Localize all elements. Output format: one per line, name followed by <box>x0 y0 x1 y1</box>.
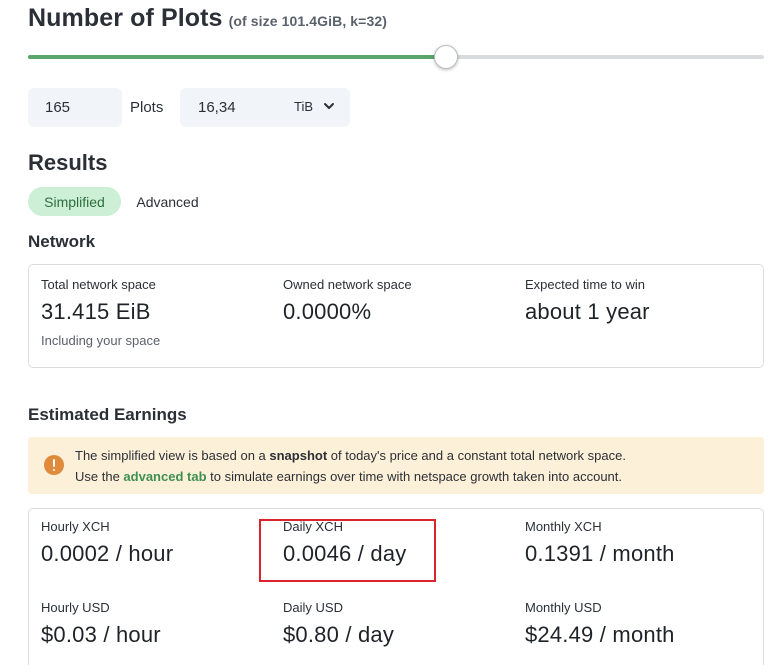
stat-value: 31.415 EiB <box>41 299 151 324</box>
banner-text: The simplified view is based on a <box>75 448 270 463</box>
network-card: Total network space 31.415 EiB Including… <box>28 264 764 368</box>
stat-value: about 1 year <box>525 299 650 324</box>
slider-thumb[interactable] <box>434 45 459 69</box>
info-banner: The simplified view is based on a snapsh… <box>28 437 764 494</box>
stat-label: Total network space <box>41 277 156 292</box>
stat-daily-usd: Daily USD $0.80 / day <box>283 600 394 648</box>
page-title: Number of Plots (of size 101.4GiB, k=32) <box>28 4 387 33</box>
plots-count-value: 165 <box>45 99 71 116</box>
stat-label: Daily USD <box>283 600 343 615</box>
stat-value: $0.80 / day <box>283 622 395 647</box>
plots-label: Plots <box>130 99 164 116</box>
network-heading: Network <box>28 232 96 251</box>
banner-line-1: The simplified view is based on a snapsh… <box>75 448 626 463</box>
advanced-tab-link[interactable]: advanced tab <box>123 469 207 484</box>
stat-hourly-usd: Hourly USD $0.03 / hour <box>41 600 161 648</box>
tab-advanced[interactable]: Advanced <box>136 193 199 210</box>
stat-value: $24.49 / month <box>525 622 675 647</box>
plot-size-input[interactable]: 16,34 TiB <box>180 88 350 127</box>
slider-fill <box>28 55 447 59</box>
stat-value: 0.0046 / day <box>283 541 407 566</box>
stat-label: Daily XCH <box>283 519 343 534</box>
banner-text: to simulate earnings over time with nets… <box>206 469 623 484</box>
stat-value: 0.0002 / hour <box>41 541 174 566</box>
stat-label: Hourly XCH <box>41 519 110 534</box>
title-text: Number of Plots <box>28 4 223 32</box>
banner-emphasis: snapshot <box>269 448 328 463</box>
earnings-card: Hourly XCH 0.0002 / hour Daily XCH 0.004… <box>28 508 764 665</box>
stat-monthly-usd: Monthly USD $24.49 / month <box>525 600 675 648</box>
tab-simplified[interactable]: Simplified <box>28 187 121 216</box>
plots-slider[interactable] <box>28 45 764 69</box>
stat-note: Including your space <box>41 333 161 348</box>
stat-total-network-space: Total network space 31.415 EiB Including… <box>41 277 160 348</box>
stat-label: Monthly USD <box>525 600 602 615</box>
chevron-down-icon[interactable] <box>322 98 336 114</box>
stat-value: 0.1391 / month <box>525 541 675 566</box>
stat-hourly-xch: Hourly XCH 0.0002 / hour <box>41 519 173 567</box>
banner-text: of today's price and a constant total ne… <box>327 448 626 463</box>
stat-monthly-xch: Monthly XCH 0.1391 / month <box>525 519 675 567</box>
warning-icon <box>44 455 64 475</box>
stat-label: Expected time to win <box>525 277 645 292</box>
stat-daily-xch: Daily XCH 0.0046 / day <box>283 519 407 567</box>
plot-size-value: 16,34 <box>198 99 236 116</box>
stat-label: Owned network space <box>283 277 412 292</box>
results-heading: Results <box>28 150 108 175</box>
estimated-earnings-heading: Estimated Earnings <box>28 405 187 424</box>
plots-count-input[interactable]: 165 <box>28 88 122 127</box>
highlight-box <box>259 519 436 582</box>
stat-value: $0.03 / hour <box>41 622 161 647</box>
stat-owned-network-space: Owned network space 0.0000% <box>283 277 412 325</box>
banner-text: Use the <box>75 469 124 484</box>
size-unit-select[interactable]: TiB <box>294 99 314 114</box>
stat-label: Hourly USD <box>41 600 110 615</box>
stat-label: Monthly XCH <box>525 519 602 534</box>
stat-value: 0.0000% <box>283 299 372 324</box>
banner-line-2: Use the advanced tab to simulate earning… <box>75 469 622 484</box>
title-subtitle: (of size 101.4GiB, k=32) <box>228 13 387 29</box>
stat-expected-time-to-win: Expected time to win about 1 year <box>525 277 650 325</box>
